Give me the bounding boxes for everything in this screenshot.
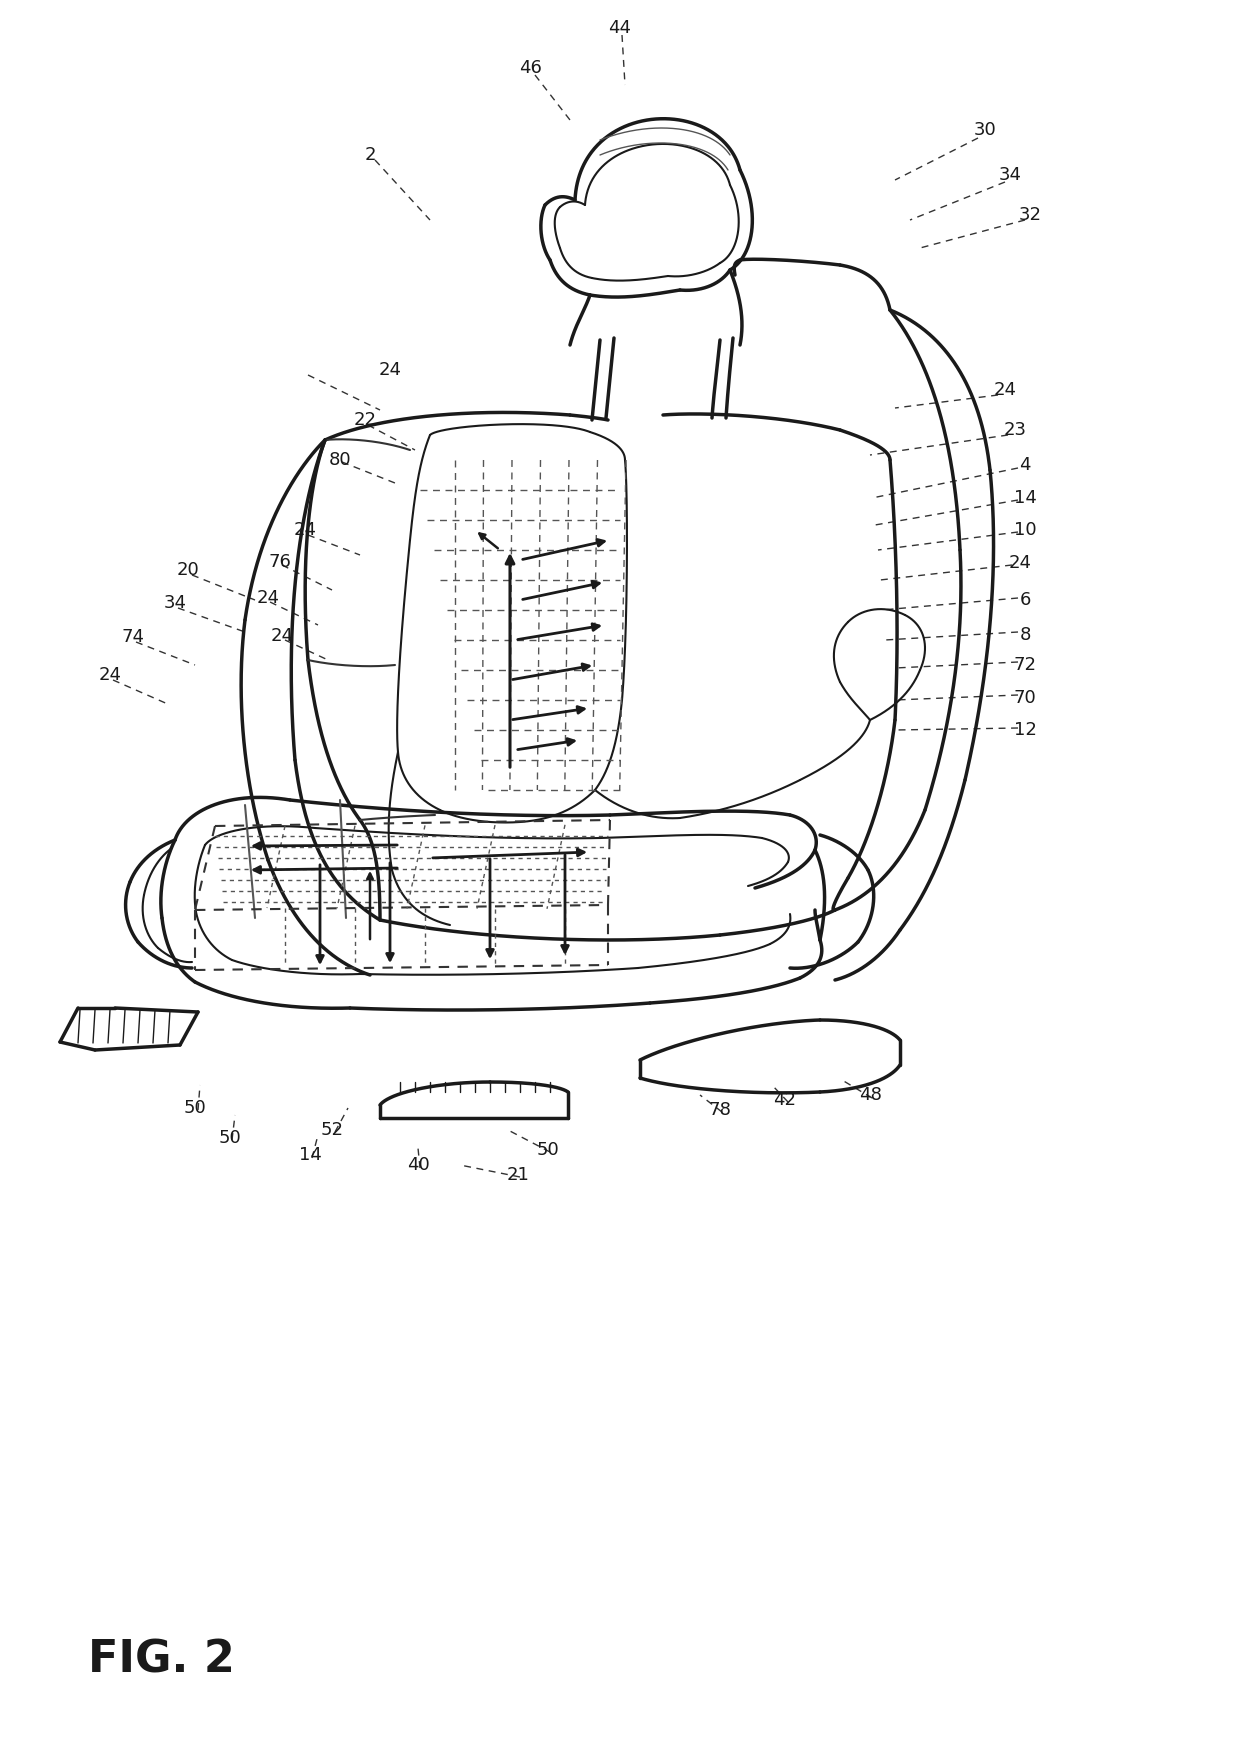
Text: 24: 24 bbox=[993, 380, 1017, 399]
Text: 21: 21 bbox=[507, 1167, 529, 1184]
Text: 78: 78 bbox=[708, 1100, 732, 1120]
Text: 80: 80 bbox=[329, 450, 351, 470]
Text: 34: 34 bbox=[998, 166, 1022, 184]
Text: 32: 32 bbox=[1018, 207, 1042, 224]
Text: FIG. 2: FIG. 2 bbox=[88, 1638, 234, 1682]
Text: 74: 74 bbox=[122, 627, 145, 646]
Text: 44: 44 bbox=[609, 19, 631, 37]
Text: 23: 23 bbox=[1003, 420, 1027, 440]
Text: 52: 52 bbox=[320, 1121, 343, 1139]
Text: 46: 46 bbox=[518, 60, 542, 77]
Text: 48: 48 bbox=[858, 1086, 882, 1104]
Text: 50: 50 bbox=[184, 1099, 206, 1118]
Text: 12: 12 bbox=[1013, 722, 1037, 739]
Text: 14: 14 bbox=[299, 1146, 321, 1163]
Text: 34: 34 bbox=[164, 594, 186, 611]
Text: 2: 2 bbox=[365, 145, 376, 165]
Text: 10: 10 bbox=[1013, 520, 1037, 540]
Text: 20: 20 bbox=[176, 561, 200, 578]
Text: 40: 40 bbox=[407, 1156, 429, 1174]
Text: 70: 70 bbox=[1013, 689, 1037, 708]
Text: 50: 50 bbox=[537, 1141, 559, 1160]
Text: 8: 8 bbox=[1019, 625, 1030, 645]
Text: 42: 42 bbox=[774, 1091, 796, 1109]
Text: 14: 14 bbox=[1013, 489, 1037, 506]
Text: 4: 4 bbox=[1019, 456, 1030, 475]
Text: 72: 72 bbox=[1013, 655, 1037, 675]
Text: 24: 24 bbox=[257, 589, 279, 606]
Text: 22: 22 bbox=[353, 412, 377, 429]
Text: 24: 24 bbox=[270, 627, 294, 645]
Text: 24: 24 bbox=[1008, 554, 1032, 571]
Text: 76: 76 bbox=[269, 554, 291, 571]
Text: 6: 6 bbox=[1019, 590, 1030, 610]
Text: 24: 24 bbox=[378, 361, 402, 378]
Text: 24: 24 bbox=[294, 520, 316, 540]
Text: 50: 50 bbox=[218, 1128, 242, 1148]
Text: 30: 30 bbox=[973, 121, 997, 138]
Text: 24: 24 bbox=[98, 666, 122, 683]
